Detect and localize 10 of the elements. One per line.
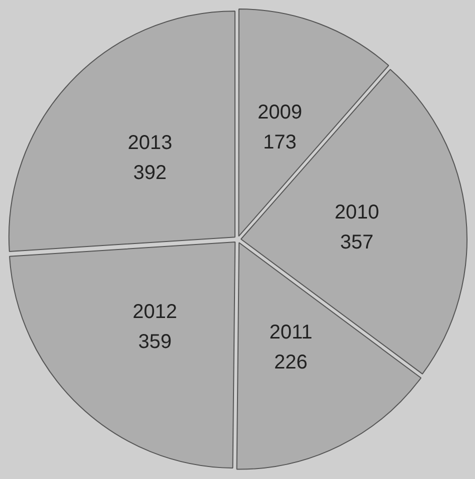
slice-label: 2012 [132, 301, 178, 324]
data-label: 392 [133, 162, 167, 184]
data-label: 226 [274, 352, 308, 374]
slice-label: 2010 [334, 201, 380, 224]
data-label: 359 [138, 331, 172, 354]
slice-label: 2011 [269, 322, 312, 344]
data-label: 173 [263, 132, 297, 154]
slice-label: 2009 [258, 102, 302, 124]
data-label: 357 [340, 231, 374, 254]
slice-label: 2013 [128, 132, 172, 154]
